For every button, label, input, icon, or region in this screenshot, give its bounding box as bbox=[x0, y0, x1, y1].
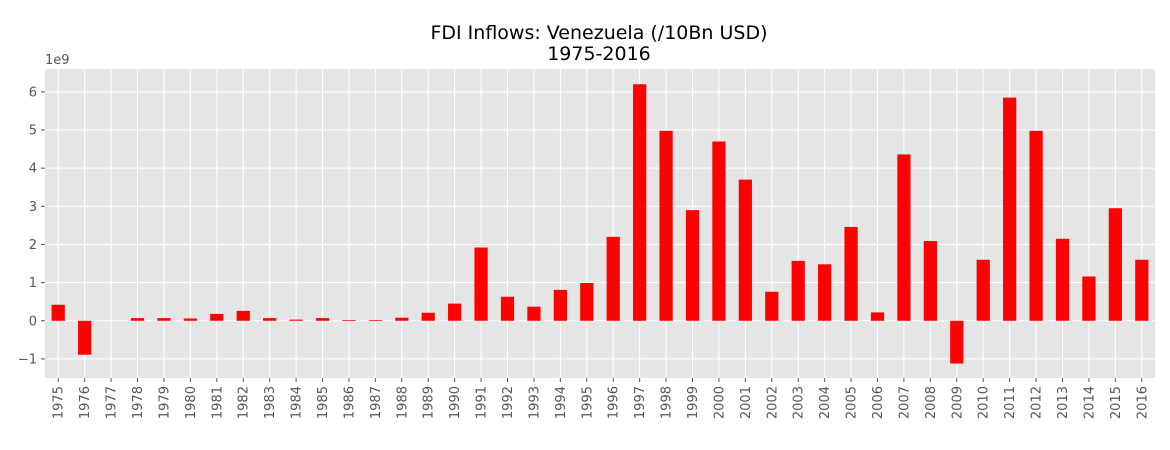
bar bbox=[870, 312, 885, 321]
plot-area bbox=[45, 69, 1155, 378]
axes: −1 0 1 2 3 4 5 6 1975 1976 1977 1978 1979 1980 1981 198… bbox=[18, 85, 1150, 419]
y-tick-label: 2 bbox=[29, 238, 37, 253]
x-tick-label: 1995 bbox=[580, 386, 595, 419]
x-tick-label: 2001 bbox=[739, 386, 754, 419]
x-tick-label: 1982 bbox=[237, 386, 252, 419]
bar bbox=[659, 130, 673, 321]
x-tick-label: 1992 bbox=[501, 386, 516, 419]
bar bbox=[712, 141, 726, 321]
x-tick-label: 1984 bbox=[290, 386, 305, 419]
bar bbox=[685, 210, 700, 321]
bar bbox=[51, 304, 65, 321]
x-tick-label: 2000 bbox=[712, 386, 727, 419]
x-tick-label: 1981 bbox=[210, 386, 225, 419]
x-tick-label: 2008 bbox=[924, 386, 939, 419]
y-tick-label: 1 bbox=[29, 276, 37, 291]
bar bbox=[765, 291, 779, 321]
x-tick-label: 2012 bbox=[1030, 386, 1045, 419]
chart-subtitle: 1975-2016 bbox=[547, 43, 651, 65]
x-tick-label: 1986 bbox=[342, 386, 357, 419]
x-tick-label: 2004 bbox=[818, 386, 833, 419]
grid bbox=[45, 69, 1155, 378]
y-axis-offset-label: 1e9 bbox=[45, 53, 70, 68]
x-tick-label: 1979 bbox=[157, 386, 172, 419]
x-tick-label: 2003 bbox=[792, 386, 807, 419]
x-tick-label: 1976 bbox=[78, 386, 93, 419]
bar bbox=[236, 310, 250, 321]
x-tick-label: 1990 bbox=[448, 386, 463, 419]
x-tick-label: 2013 bbox=[1056, 386, 1071, 419]
y-tick-label: 3 bbox=[29, 200, 37, 215]
bar bbox=[791, 260, 805, 321]
x-tick-label: 1994 bbox=[554, 386, 569, 419]
x-tick-label: 1989 bbox=[422, 386, 437, 419]
x-tick-label: 2016 bbox=[1135, 386, 1150, 419]
bar bbox=[580, 283, 594, 321]
bar bbox=[738, 179, 752, 321]
bar bbox=[342, 320, 356, 321]
bar bbox=[1108, 208, 1122, 321]
bar bbox=[500, 296, 515, 321]
x-tick-label: 1998 bbox=[660, 386, 675, 419]
x-tick-label: 1999 bbox=[686, 386, 701, 419]
x-tick-label: 2009 bbox=[950, 386, 965, 419]
y-tick-label: −1 bbox=[18, 352, 37, 367]
bar bbox=[315, 318, 330, 321]
x-tick-label: 2010 bbox=[977, 386, 992, 419]
bar bbox=[1135, 259, 1149, 321]
x-tick-label: 1983 bbox=[263, 386, 278, 419]
y-tick-label: 5 bbox=[29, 124, 37, 139]
bar bbox=[474, 247, 488, 321]
x-tick-label: 2006 bbox=[871, 386, 886, 419]
x-tick-label: 2011 bbox=[1003, 386, 1018, 419]
bar bbox=[1082, 276, 1096, 321]
bar bbox=[1003, 97, 1017, 321]
bar bbox=[448, 303, 462, 321]
bar bbox=[1055, 238, 1070, 321]
x-tick-label: 1975 bbox=[52, 386, 67, 419]
bar bbox=[183, 318, 197, 321]
x-tick-label: 1988 bbox=[395, 386, 410, 419]
chart-title: FDI Inflows: Venezuela (/10Bn USD) bbox=[430, 22, 767, 44]
bar bbox=[923, 241, 937, 321]
x-tick-label: 1977 bbox=[105, 386, 120, 419]
x-tick-label: 1997 bbox=[633, 386, 648, 419]
x-tick-label: 1996 bbox=[607, 386, 622, 419]
x-tick-label: 2002 bbox=[765, 386, 780, 419]
x-tick-label: 1985 bbox=[316, 386, 331, 419]
x-tick-label: 2015 bbox=[1109, 386, 1124, 419]
x-tick-label: 2005 bbox=[845, 386, 860, 419]
bars bbox=[51, 84, 1149, 364]
bar bbox=[263, 318, 277, 321]
x-tick-label: 1978 bbox=[131, 386, 146, 419]
bar bbox=[897, 154, 911, 321]
bar bbox=[289, 319, 303, 321]
bar bbox=[606, 236, 620, 321]
y-tick-label: 4 bbox=[29, 162, 37, 177]
y-tick-label: 6 bbox=[29, 85, 37, 100]
bar bbox=[527, 306, 541, 321]
bar bbox=[157, 318, 171, 321]
bar bbox=[78, 320, 92, 355]
bar bbox=[1029, 130, 1043, 321]
bar bbox=[818, 264, 832, 321]
x-tick-label: 1980 bbox=[184, 386, 199, 419]
bar bbox=[976, 259, 990, 321]
x-tick-label: 2007 bbox=[897, 386, 912, 419]
x-tick-label: 2014 bbox=[1082, 386, 1097, 419]
bar bbox=[950, 320, 964, 364]
bar bbox=[844, 226, 858, 321]
bar bbox=[553, 289, 567, 321]
bar bbox=[210, 313, 224, 321]
x-tick-label: 1993 bbox=[527, 386, 542, 419]
bar bbox=[368, 320, 382, 321]
x-tick-label: 1991 bbox=[475, 386, 490, 419]
bar bbox=[633, 84, 647, 321]
y-tick-label: 0 bbox=[29, 314, 37, 329]
bar bbox=[130, 318, 145, 321]
x-tick-label: 1987 bbox=[369, 386, 384, 419]
bar bbox=[395, 317, 409, 321]
bar bbox=[421, 312, 435, 321]
